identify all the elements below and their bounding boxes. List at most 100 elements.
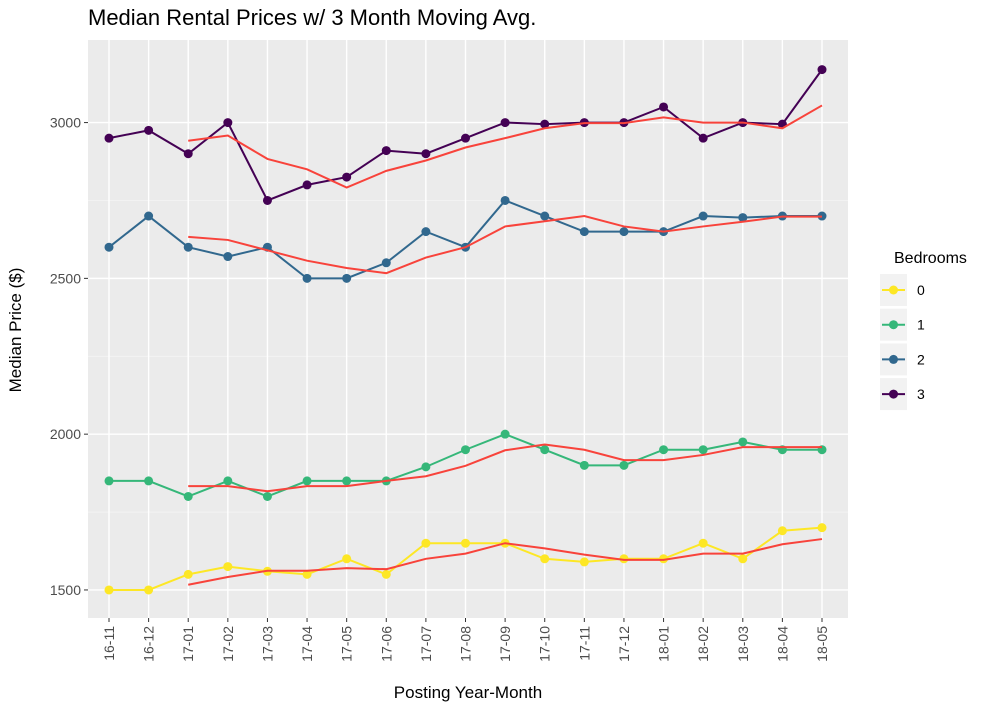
data-point-3 — [659, 102, 669, 112]
data-point-3 — [262, 195, 272, 205]
x-tick-label: 18-03 — [735, 626, 751, 662]
x-tick-label: 16-11 — [101, 626, 117, 661]
x-tick-label: 16-12 — [141, 626, 157, 662]
data-point-2 — [302, 273, 312, 283]
data-point-3 — [500, 118, 510, 128]
data-point-3 — [223, 118, 233, 128]
data-point-2 — [183, 242, 193, 252]
data-point-0 — [421, 538, 431, 548]
data-point-1 — [659, 445, 669, 455]
data-point-0 — [738, 554, 748, 564]
x-tick-label: 17-11 — [576, 626, 592, 661]
x-tick-label: 18-01 — [656, 626, 672, 662]
data-point-2 — [381, 258, 391, 268]
x-tick-label: 17-03 — [259, 626, 275, 662]
data-point-3 — [302, 180, 312, 190]
data-point-0 — [619, 554, 629, 564]
data-point-0 — [183, 569, 193, 579]
x-tick-label: 18-05 — [814, 626, 830, 662]
data-point-1 — [738, 437, 748, 447]
data-point-0 — [104, 585, 114, 595]
data-point-1 — [342, 476, 352, 486]
y-tick-label: 2000 — [50, 426, 81, 442]
x-tick-label: 18-02 — [695, 626, 711, 662]
moving-avg-line-2 — [188, 215, 822, 275]
data-point-0 — [302, 569, 312, 579]
data-point-2 — [738, 213, 748, 223]
data-point-0 — [381, 569, 391, 579]
legend-title: Bedrooms — [894, 250, 967, 267]
data-point-1 — [461, 445, 470, 455]
data-point-2 — [579, 227, 589, 237]
data-point-2 — [104, 242, 114, 252]
legend-key-point — [889, 389, 898, 399]
data-point-1 — [223, 476, 233, 486]
data-point-3 — [421, 149, 431, 159]
x-tick-label: 17-12 — [616, 626, 632, 662]
legend-key-point — [889, 285, 898, 295]
data-point-0 — [144, 585, 154, 595]
x-axis-label: Posting Year-Month — [394, 683, 542, 702]
data-point-3 — [698, 133, 708, 143]
legend-key-point — [889, 354, 898, 364]
legend-label: 2 — [917, 351, 925, 367]
data-point-2 — [223, 252, 233, 262]
data-point-3 — [342, 172, 352, 182]
legend-label: 0 — [917, 282, 925, 298]
data-point-1 — [104, 476, 114, 486]
data-point-3 — [104, 133, 114, 143]
legend-label: 3 — [917, 386, 925, 402]
moving-avg-line-3 — [188, 104, 823, 189]
data-point-1 — [500, 429, 510, 439]
data-point-3 — [817, 65, 827, 75]
legend-key-point — [889, 320, 898, 330]
data-point-2 — [540, 211, 550, 221]
data-point-3 — [540, 119, 550, 129]
data-point-1 — [183, 491, 193, 501]
x-tick-label: 17-09 — [497, 626, 513, 662]
data-point-0 — [579, 557, 589, 567]
y-tick-label: 1500 — [50, 582, 81, 598]
data-point-1 — [698, 445, 708, 455]
data-point-1 — [421, 462, 431, 472]
x-tick-label: 18-04 — [774, 626, 790, 662]
data-point-2 — [342, 273, 352, 283]
y-tick-label: 3000 — [50, 115, 81, 131]
data-point-1 — [540, 445, 550, 455]
data-point-0 — [223, 562, 233, 572]
data-point-1 — [302, 476, 312, 486]
data-point-2 — [698, 211, 708, 221]
data-point-0 — [461, 538, 470, 548]
legend-label: 1 — [917, 317, 925, 333]
data-point-0 — [342, 554, 352, 564]
data-point-0 — [817, 523, 827, 533]
data-point-2 — [421, 227, 431, 237]
y-axis-label: Median Price ($) — [6, 268, 25, 393]
moving-avg-line-1 — [188, 443, 822, 493]
data-point-0 — [698, 538, 708, 548]
moving-avg-line-0 — [188, 538, 823, 586]
data-point-2 — [500, 195, 510, 205]
x-tick-label: 17-05 — [339, 626, 355, 662]
x-tick-label: 17-10 — [537, 626, 553, 662]
x-tick-label: 17-01 — [180, 626, 196, 662]
x-tick-label: 17-06 — [378, 626, 394, 662]
data-point-1 — [262, 491, 272, 501]
data-point-3 — [381, 146, 391, 156]
x-tick-label: 17-08 — [458, 626, 474, 662]
y-tick-label: 2500 — [50, 270, 81, 286]
data-point-1 — [619, 460, 629, 470]
data-point-2 — [619, 227, 629, 237]
x-tick-label: 17-07 — [418, 626, 434, 662]
data-point-3 — [144, 125, 154, 135]
data-point-3 — [461, 133, 470, 143]
x-tick-label: 17-02 — [220, 626, 236, 662]
x-tick-label: 17-04 — [299, 626, 315, 662]
data-point-1 — [579, 460, 589, 470]
data-point-3 — [183, 149, 193, 159]
data-point-0 — [659, 554, 669, 564]
data-point-0 — [777, 526, 787, 536]
data-point-2 — [144, 211, 154, 221]
